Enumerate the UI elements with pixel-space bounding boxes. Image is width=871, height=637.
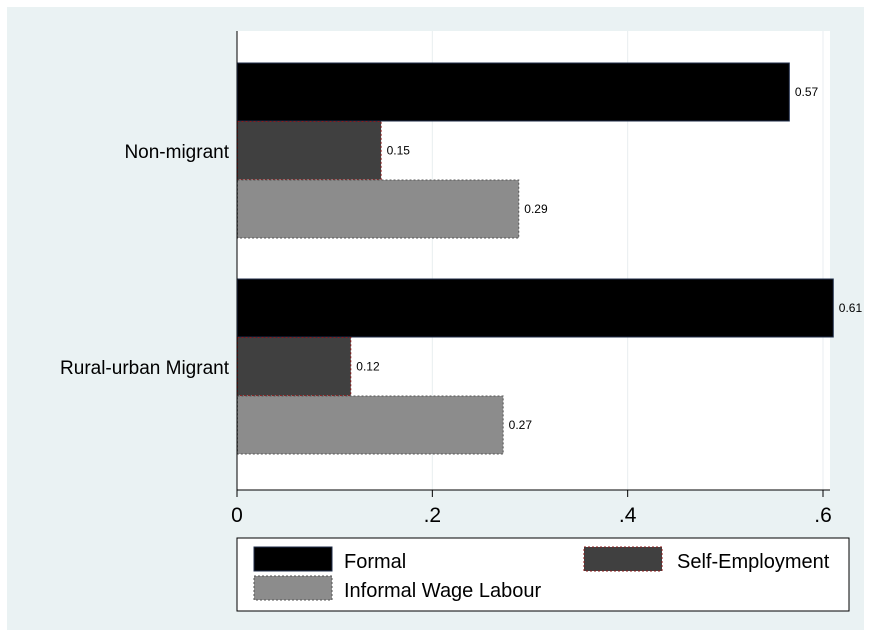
- x-tick-label: .4: [619, 504, 637, 527]
- bar-value-label: 0.15: [387, 144, 411, 158]
- legend-label: Informal Wage Labour: [344, 580, 541, 602]
- legend-label: Self-Employment: [677, 551, 830, 573]
- bar: [237, 395, 504, 455]
- bar-value-label: 0.27: [509, 418, 533, 432]
- axes-group: [236, 31, 830, 491]
- category-label: Non-migrant: [124, 142, 229, 163]
- bar-value-label: 0.57: [795, 85, 819, 99]
- bar: [237, 62, 790, 122]
- bars-group: [237, 62, 834, 455]
- bar-value-label: 0.12: [356, 360, 380, 374]
- bar: [237, 121, 382, 180]
- bar: [237, 278, 834, 338]
- bar-value-label: 0.29: [524, 202, 548, 216]
- bar-value-label: 0.61: [839, 301, 863, 315]
- bar: [237, 337, 352, 396]
- legend-swatch: [253, 575, 333, 601]
- legend-swatch: [253, 546, 333, 572]
- legend-swatch: [583, 546, 663, 572]
- category-labels-group: Non-migrant Rural-urban Migrant: [60, 142, 230, 379]
- category-label: Rural-urban Migrant: [60, 358, 230, 379]
- bar-labels-group: 0.57 0.15 0.29 0.61 0.12 0.27: [356, 85, 862, 432]
- x-ticks-group: 0 .2 .4 .6: [231, 490, 832, 527]
- legend-box: [236, 537, 850, 612]
- legend-label: Formal: [344, 551, 406, 573]
- x-tick-label: .6: [814, 504, 832, 527]
- bar: [237, 179, 520, 239]
- x-tick-label: 0: [231, 504, 243, 527]
- x-tick-label: .2: [424, 504, 442, 527]
- legend: Formal Self-Employment Informal Wage Labou…: [236, 537, 850, 612]
